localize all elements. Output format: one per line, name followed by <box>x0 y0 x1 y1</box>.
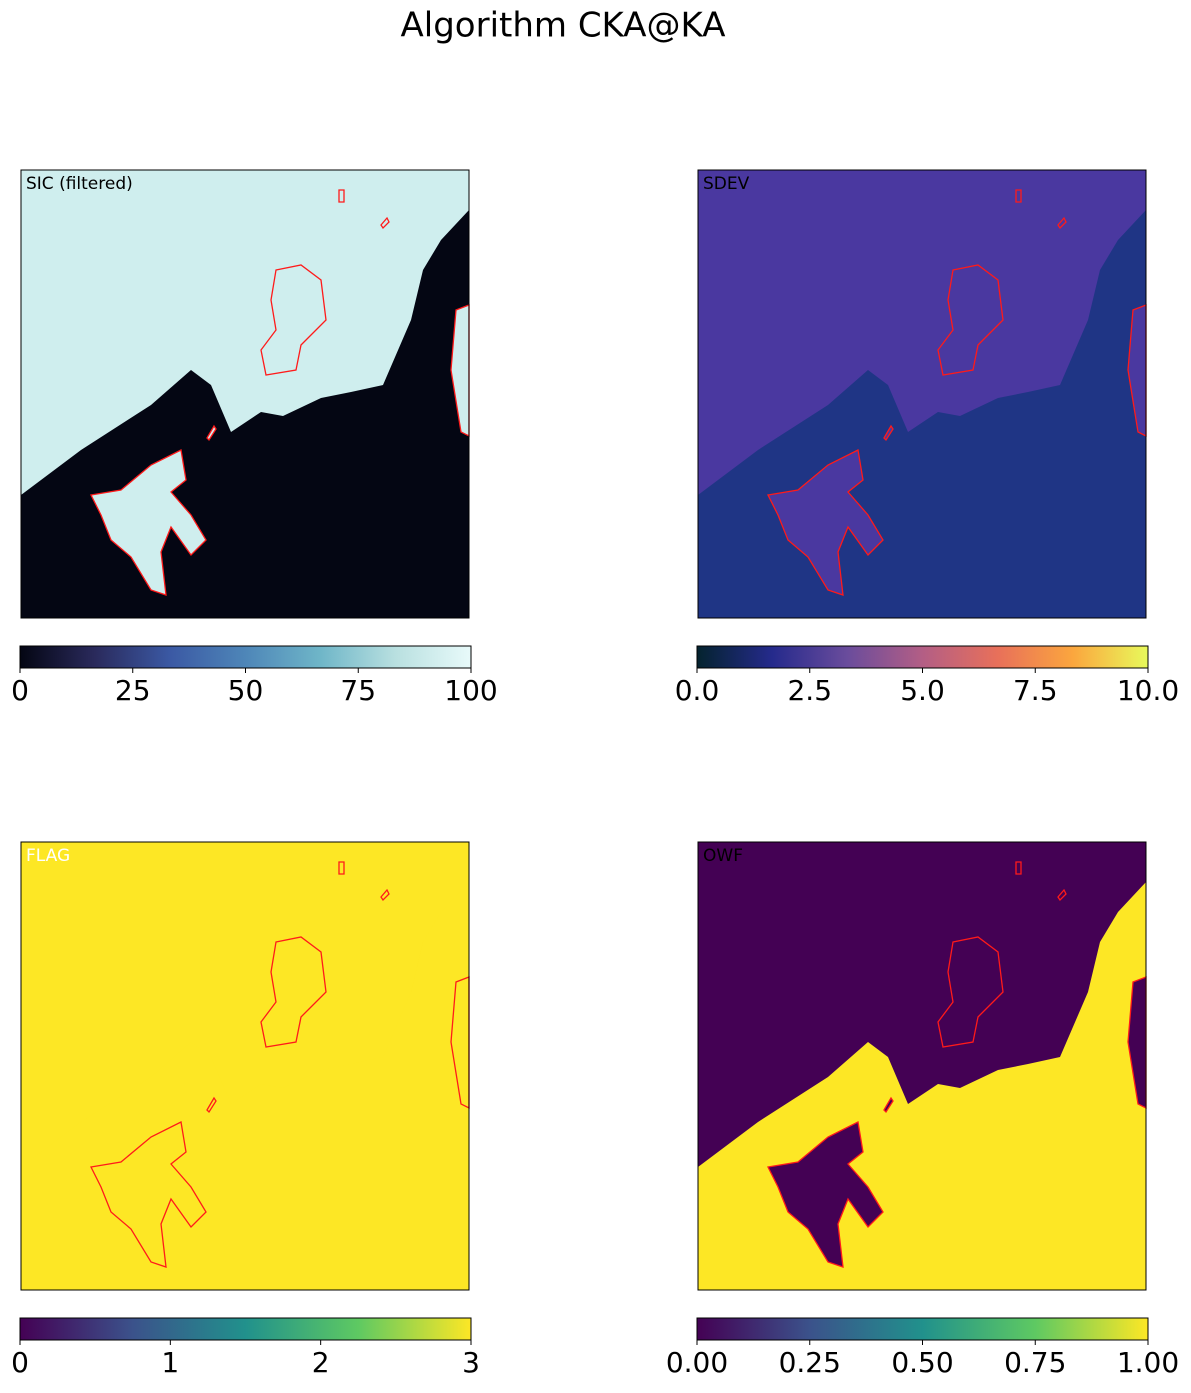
panel-label: SDEV <box>703 174 750 194</box>
coastline <box>883 424 894 442</box>
colorbar-tick-label: 3 <box>462 1346 480 1379</box>
land-fill <box>451 305 469 436</box>
image-frame <box>20 841 470 1291</box>
colorbar-tick-label: 0.50 <box>891 1346 953 1379</box>
land-fill <box>1016 190 1021 202</box>
coastline <box>937 936 1004 1048</box>
coastline <box>260 936 327 1048</box>
colorbar-tick-label: 0.0 <box>675 674 720 707</box>
colorbar-tick-label: 5.0 <box>900 674 945 707</box>
image-region <box>698 170 1146 495</box>
land-fill <box>1128 977 1146 1108</box>
colorbar-tick-label: 0.25 <box>779 1346 841 1379</box>
land-fill <box>938 937 1003 1047</box>
land-fill <box>261 265 326 375</box>
panel: SDEV 0.0 2.5 5.0 7.5 10.0 <box>675 169 1179 707</box>
image-region <box>21 170 469 495</box>
colorbar <box>19 645 472 669</box>
coastline <box>260 264 327 376</box>
coastline <box>380 216 390 230</box>
land-fill <box>207 426 216 440</box>
panel-label: OWF <box>703 846 743 866</box>
image-frame <box>697 841 1147 1291</box>
land-fill <box>1016 862 1021 874</box>
colorbar-tick-label: 10.0 <box>1117 674 1179 707</box>
colorbar <box>19 1317 472 1341</box>
colorbar-tick-label: 7.5 <box>1013 674 1058 707</box>
panel-label: SIC (filtered) <box>26 174 133 194</box>
colorbar-tick-label: 0 <box>11 1346 29 1379</box>
colorbar-tick-label: 50 <box>228 674 264 707</box>
coastline <box>338 861 345 875</box>
land-fill <box>339 190 344 202</box>
colorbar-tick-label: 2 <box>312 1346 330 1379</box>
land-fill <box>1058 218 1066 228</box>
colorbar-tick-label: 25 <box>115 674 151 707</box>
colorbar-tick-label: 0 <box>11 674 29 707</box>
coastline <box>767 1121 884 1268</box>
colorbar-tick-label: 1.00 <box>1117 1346 1179 1379</box>
coastline <box>1015 861 1022 875</box>
land-fill <box>938 265 1003 375</box>
panel: OWF 0.00 0.25 0.50 0.75 1.00 <box>666 841 1179 1379</box>
panel: SIC (filtered) 0 25 50 75 100 <box>11 169 498 707</box>
image-region <box>21 842 469 1167</box>
coastline <box>206 424 217 442</box>
coastline <box>90 1121 207 1268</box>
colorbar-tick-label: 0.75 <box>1004 1346 1066 1379</box>
land-fill <box>884 426 893 440</box>
coastline <box>937 264 1004 376</box>
colorbar <box>696 1317 1149 1341</box>
colorbar-tick-label: 1 <box>161 1346 179 1379</box>
colorbar-tick-label: 0.00 <box>666 1346 728 1379</box>
land-fill <box>884 1098 893 1112</box>
coastline <box>883 1096 894 1114</box>
coastline <box>1057 888 1067 902</box>
image-frame <box>20 169 470 619</box>
colorbar <box>696 645 1149 669</box>
image-region <box>698 842 1146 1167</box>
coastline <box>206 1096 217 1114</box>
image-frame <box>697 169 1147 619</box>
colorbar-tick-label: 100 <box>444 674 497 707</box>
coastline <box>1015 189 1022 203</box>
coastline <box>1057 216 1067 230</box>
colorbar-tick-label: 75 <box>340 674 376 707</box>
land-fill <box>1058 890 1066 900</box>
coastline <box>767 449 884 596</box>
panel: FLAG 0 1 2 3 <box>11 841 480 1379</box>
coastline <box>338 189 345 203</box>
figure-title: Algorithm CKA@KA <box>401 6 726 46</box>
land-fill <box>381 218 389 228</box>
colorbar-tick-label: 2.5 <box>787 674 832 707</box>
land-fill <box>1128 305 1146 436</box>
panel-label: FLAG <box>26 846 70 866</box>
coastline <box>90 449 207 596</box>
coastline <box>380 888 390 902</box>
